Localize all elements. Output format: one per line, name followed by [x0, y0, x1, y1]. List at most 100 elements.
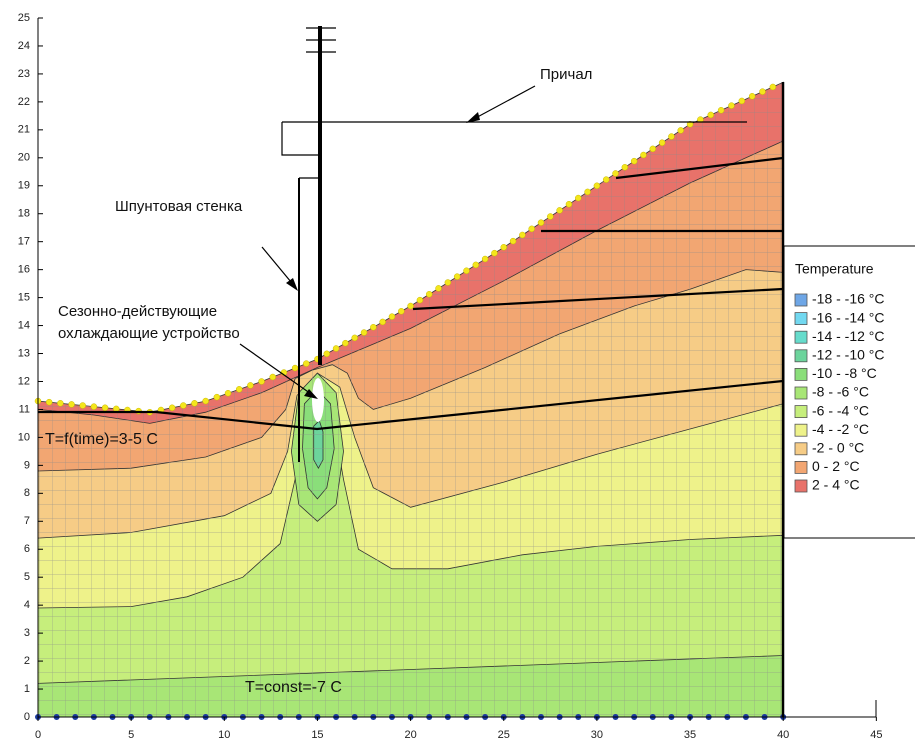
- decorations: [35, 82, 786, 720]
- surface-node: [352, 335, 358, 341]
- surface-node: [247, 382, 253, 388]
- surface-node: [91, 404, 97, 410]
- legend-label: -6 - -4 °C: [812, 402, 869, 418]
- surface-node: [640, 152, 646, 158]
- legend-swatch: [795, 387, 807, 399]
- surface-node: [454, 274, 460, 280]
- surface-node: [482, 256, 488, 262]
- y-tick-label: 24: [18, 40, 30, 52]
- surface-node: [718, 107, 724, 113]
- legend-swatch: [795, 480, 807, 492]
- surface-node: [236, 386, 242, 392]
- y-tick-label: 3: [24, 627, 30, 639]
- surface-node: [538, 220, 544, 226]
- surface-node: [566, 201, 572, 207]
- surface-node: [622, 164, 628, 170]
- legend-swatch: [795, 406, 807, 418]
- surface-node: [529, 226, 535, 232]
- surface-node: [180, 403, 186, 409]
- annotation: Причал: [540, 66, 592, 83]
- surface-node: [417, 297, 423, 303]
- y-tick-label: 4: [24, 599, 30, 611]
- legend-swatch: [795, 313, 807, 325]
- surface-node: [259, 378, 265, 384]
- surface-node: [169, 405, 175, 411]
- surface-node: [594, 183, 600, 189]
- surface-node: [728, 103, 734, 109]
- legend-swatch: [795, 294, 807, 306]
- surface-node: [333, 345, 339, 351]
- surface-node: [370, 324, 376, 330]
- surface-node: [585, 189, 591, 195]
- x-tick-label: 25: [498, 729, 510, 741]
- y-tick-label: 13: [18, 347, 30, 359]
- y-tick-label: 8: [24, 487, 30, 499]
- surface-node: [361, 330, 367, 336]
- y-tick-label: 0: [24, 711, 30, 723]
- x-tick-label: 20: [404, 729, 416, 741]
- y-tick-label: 21: [18, 124, 30, 136]
- surface-node: [650, 146, 656, 152]
- surface-node: [270, 374, 276, 380]
- y-tick-label: 9: [24, 459, 30, 471]
- legend-label: 2 - 4 °C: [812, 477, 860, 493]
- legend-swatch: [795, 350, 807, 362]
- x-tick-label: 35: [684, 729, 696, 741]
- surface-node: [203, 398, 209, 404]
- surface-node: [473, 262, 479, 268]
- annotation: Сезонно-действующие: [58, 303, 217, 320]
- surface-node: [510, 238, 516, 244]
- surface-node: [519, 232, 525, 238]
- surface-node: [613, 170, 619, 176]
- y-tick-label: 1: [24, 683, 30, 695]
- surface-node: [303, 361, 309, 367]
- legend-label: -12 - -10 °C: [812, 347, 885, 363]
- surface-node: [398, 308, 404, 314]
- y-tick-label: 20: [18, 152, 30, 164]
- surface-node: [631, 158, 637, 164]
- legend-label: -4 - -2 °C: [812, 421, 869, 437]
- legend-swatch: [795, 424, 807, 436]
- x-tick-label: 40: [777, 729, 789, 741]
- legend-label: 0 - 2 °C: [812, 458, 860, 474]
- legend-swatch: [795, 461, 807, 473]
- surface-node: [214, 394, 220, 400]
- y-tick-label: 16: [18, 264, 30, 276]
- surface-node: [408, 303, 414, 309]
- y-tick-label: 6: [24, 543, 30, 555]
- legend-label: -10 - -8 °C: [812, 365, 877, 381]
- x-tick-label: 30: [591, 729, 603, 741]
- surface-node: [678, 127, 684, 133]
- legend-swatch: [795, 368, 807, 380]
- surface-node: [380, 319, 386, 325]
- x-tick-label: 15: [311, 729, 323, 741]
- surface-node: [463, 268, 469, 274]
- y-tick-label: 22: [18, 96, 30, 108]
- x-tick-label: 10: [218, 729, 230, 741]
- surface-node: [225, 390, 231, 396]
- legend-label: -2 - 0 °C: [812, 440, 864, 456]
- chart: Причал Шпунтовая стенка Сезонно-действую…: [0, 0, 915, 745]
- surface-node: [57, 400, 63, 406]
- mesh: [38, 82, 783, 717]
- arrow-head: [466, 112, 480, 123]
- surface-node: [708, 112, 714, 118]
- y-tick-label: 19: [18, 180, 30, 192]
- y-tick-label: 17: [18, 236, 30, 248]
- x-tick-label: 0: [35, 729, 41, 741]
- surface-node: [760, 89, 766, 95]
- surface-node: [342, 340, 348, 346]
- annotation: охлаждающие устройство: [58, 325, 240, 342]
- y-tick-label: 5: [24, 571, 30, 583]
- y-tick-label: 10: [18, 431, 30, 443]
- surface-node: [557, 207, 563, 213]
- legend-label: -16 - -14 °C: [812, 309, 885, 325]
- surface-node: [739, 98, 745, 104]
- surface-node: [389, 314, 395, 320]
- surface-node: [102, 405, 108, 411]
- surface-node: [324, 351, 330, 357]
- legend-title: Temperature: [795, 261, 874, 277]
- arrow-head: [286, 278, 298, 291]
- surface-node: [292, 365, 298, 371]
- cooler-core: [312, 378, 324, 422]
